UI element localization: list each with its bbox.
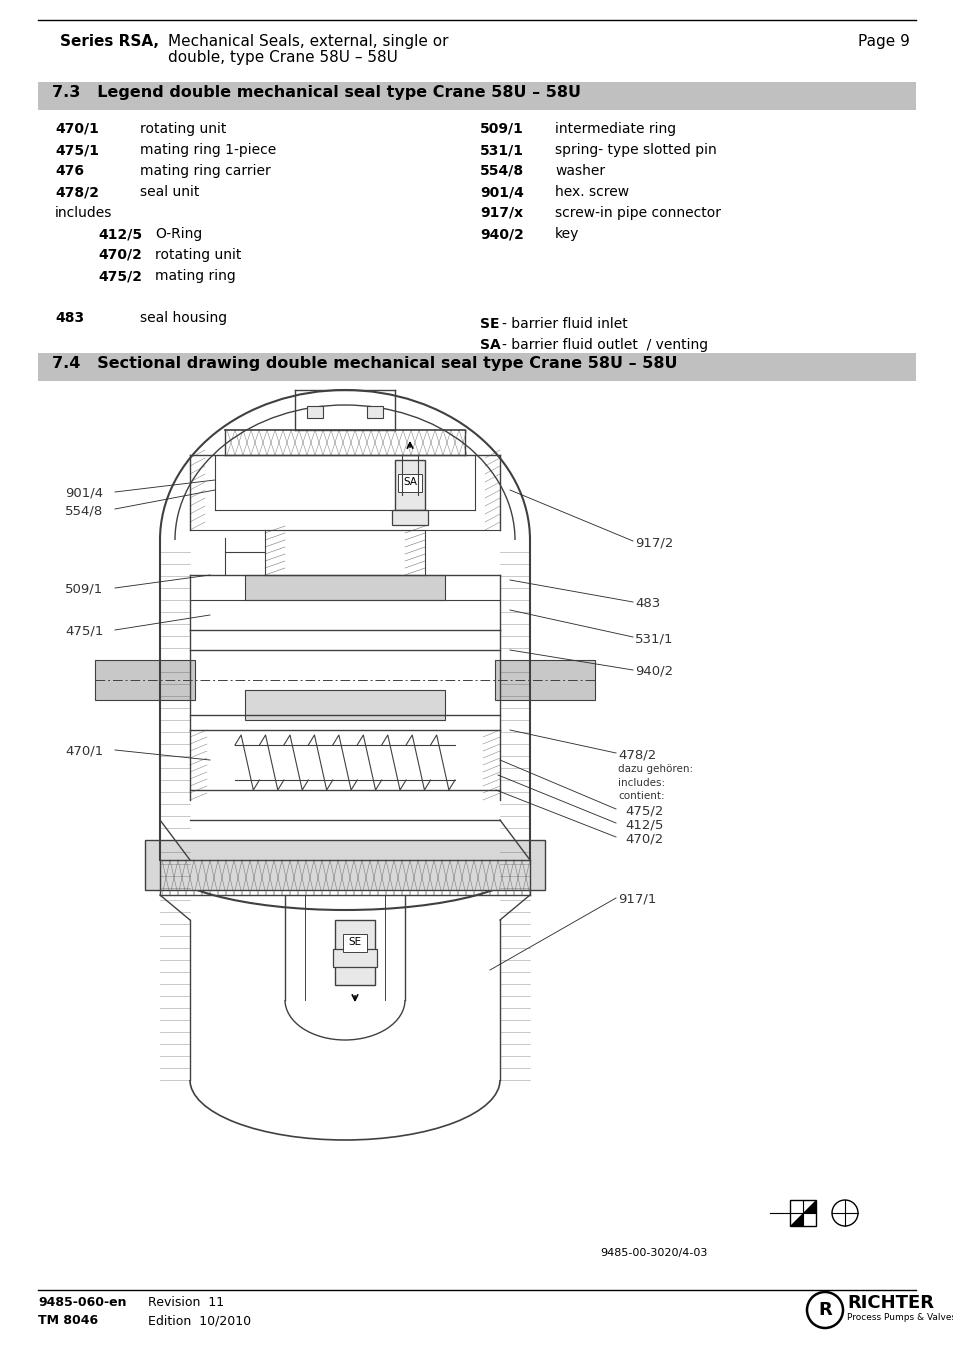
Text: 483: 483: [635, 597, 659, 611]
Bar: [495, 661, 595, 700]
Text: 470/2: 470/2: [624, 832, 662, 844]
Text: Edition  10/2010: Edition 10/2010: [148, 1315, 251, 1327]
Text: Page 9: Page 9: [858, 34, 909, 49]
Text: mating ring 1-piece: mating ring 1-piece: [140, 143, 276, 157]
Bar: [38, 353, 915, 381]
Text: RICHTER: RICHTER: [846, 1294, 933, 1312]
Text: 7.4   Sectional drawing double mechanical seal type Crane 58U – 58U: 7.4 Sectional drawing double mechanical …: [52, 357, 677, 372]
Text: 478/2: 478/2: [55, 185, 99, 199]
Text: washer: washer: [555, 163, 604, 178]
Text: rotating unit: rotating unit: [140, 122, 226, 136]
Text: - barrier fluid outlet  / venting: - barrier fluid outlet / venting: [501, 338, 707, 353]
Bar: [307, 407, 323, 417]
Text: includes:: includes:: [618, 778, 664, 788]
Text: 475/1: 475/1: [65, 626, 103, 638]
Bar: [335, 920, 375, 985]
Bar: [38, 82, 915, 109]
Text: hex. screw: hex. screw: [555, 185, 628, 199]
Text: SA: SA: [479, 338, 500, 353]
Text: spring- type slotted pin: spring- type slotted pin: [555, 143, 716, 157]
Text: 475/2: 475/2: [98, 269, 142, 282]
Text: O-Ring: O-Ring: [154, 227, 202, 240]
Bar: [245, 576, 444, 600]
Text: 412/5: 412/5: [624, 817, 662, 831]
Text: double, type Crane 58U – 58U: double, type Crane 58U – 58U: [168, 50, 397, 65]
Text: 9485-060-en: 9485-060-en: [38, 1296, 127, 1309]
Text: 483: 483: [55, 311, 84, 326]
Bar: [245, 690, 444, 720]
Text: Series RSA,: Series RSA,: [60, 34, 159, 49]
Text: 470/1: 470/1: [55, 122, 99, 136]
Text: seal unit: seal unit: [140, 185, 199, 199]
Text: SE: SE: [348, 938, 361, 947]
Text: 940/2: 940/2: [479, 227, 523, 240]
Text: 476: 476: [55, 163, 84, 178]
Text: mating ring carrier: mating ring carrier: [140, 163, 271, 178]
Text: 940/2: 940/2: [635, 665, 673, 678]
Bar: [333, 948, 376, 967]
Text: R: R: [818, 1301, 831, 1319]
Text: includes: includes: [55, 205, 112, 220]
Text: Process Pumps & Valves: Process Pumps & Valves: [846, 1313, 953, 1321]
Text: 478/2: 478/2: [618, 748, 656, 761]
Text: 470/1: 470/1: [65, 744, 103, 758]
Text: SE: SE: [479, 317, 499, 331]
Text: SA: SA: [402, 477, 416, 486]
Text: 531/1: 531/1: [635, 632, 673, 644]
Text: 7.3   Legend double mechanical seal type Crane 58U – 58U: 7.3 Legend double mechanical seal type C…: [52, 85, 580, 100]
Bar: [392, 509, 428, 526]
Text: 412/5: 412/5: [98, 227, 142, 240]
Text: Revision  11: Revision 11: [148, 1296, 224, 1309]
Text: 554/8: 554/8: [479, 163, 523, 178]
Text: 917/1: 917/1: [618, 893, 656, 907]
Text: 554/8: 554/8: [65, 504, 103, 517]
Text: 509/1: 509/1: [65, 584, 103, 596]
Text: 470/2: 470/2: [98, 249, 142, 262]
Bar: [343, 934, 367, 952]
Text: rotating unit: rotating unit: [154, 249, 241, 262]
Bar: [95, 661, 194, 700]
Text: dazu gehören:: dazu gehören:: [618, 765, 693, 774]
Polygon shape: [802, 1200, 815, 1213]
Bar: [145, 840, 544, 890]
Text: 509/1: 509/1: [479, 122, 523, 136]
Text: 901/4: 901/4: [65, 486, 103, 500]
Text: intermediate ring: intermediate ring: [555, 122, 676, 136]
Text: Mechanical Seals, external, single or: Mechanical Seals, external, single or: [168, 34, 448, 49]
Text: 901/4: 901/4: [479, 185, 523, 199]
Text: 475/2: 475/2: [624, 804, 662, 817]
Text: contient:: contient:: [618, 790, 664, 801]
Bar: [789, 1200, 815, 1225]
Text: key: key: [555, 227, 578, 240]
Text: seal housing: seal housing: [140, 311, 227, 326]
Text: - barrier fluid inlet: - barrier fluid inlet: [501, 317, 627, 331]
Text: screw-in pipe connector: screw-in pipe connector: [555, 205, 720, 220]
Text: 531/1: 531/1: [479, 143, 523, 157]
Text: 917/2: 917/2: [635, 536, 673, 549]
Text: 917/x: 917/x: [479, 205, 522, 220]
Polygon shape: [789, 1213, 802, 1225]
Text: 9485-00-3020/4-03: 9485-00-3020/4-03: [599, 1248, 706, 1258]
Bar: [397, 474, 421, 492]
Bar: [395, 459, 424, 509]
Text: TM 8046: TM 8046: [38, 1315, 98, 1327]
Text: mating ring: mating ring: [154, 269, 235, 282]
Bar: [367, 407, 382, 417]
Text: 475/1: 475/1: [55, 143, 99, 157]
